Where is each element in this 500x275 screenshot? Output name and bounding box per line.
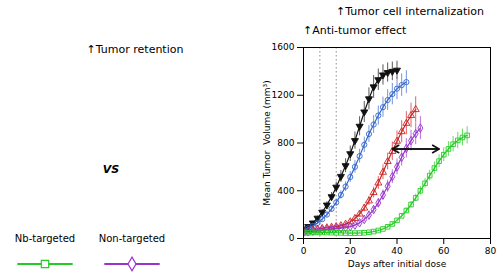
html-text:↑Anti-tumor effect: ↑Anti-tumor effect bbox=[303, 24, 407, 37]
svg-text:VS: VS bbox=[103, 163, 120, 176]
svg-text:0: 0 bbox=[289, 233, 295, 243]
svg-text:1600: 1600 bbox=[272, 42, 295, 52]
svg-text:Mean Tumor Volume (mm³): Mean Tumor Volume (mm³) bbox=[262, 80, 272, 205]
svg-text:80: 80 bbox=[485, 246, 497, 256]
svg-text:40: 40 bbox=[391, 246, 403, 256]
svg-text:800: 800 bbox=[277, 138, 294, 148]
svg-text:0: 0 bbox=[301, 246, 307, 256]
svg-text:Non-targeted: Non-targeted bbox=[99, 233, 165, 244]
svg-text:20: 20 bbox=[345, 246, 357, 256]
svg-text:1200: 1200 bbox=[272, 90, 295, 100]
svg-text:↑Tumor retention: ↑Tumor retention bbox=[87, 43, 184, 56]
svg-text:400: 400 bbox=[277, 186, 294, 196]
svg-text:Days after initial dose: Days after initial dose bbox=[348, 259, 447, 269]
svg-text:↑Tumor cell internalization: ↑Tumor cell internalization bbox=[336, 5, 484, 18]
svg-text:60: 60 bbox=[438, 246, 450, 256]
svg-text:Nb-targeted: Nb-targeted bbox=[15, 233, 75, 244]
